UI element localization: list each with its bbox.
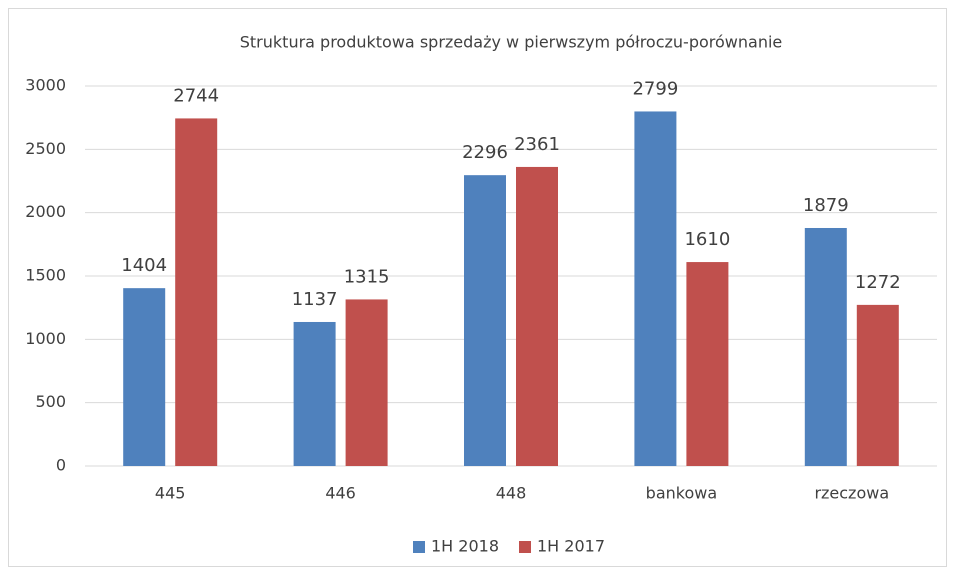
legend-label: 1H 2017 <box>537 537 605 556</box>
y-tick-label: 1000 <box>25 329 66 348</box>
data-label: 2744 <box>173 85 219 106</box>
bar <box>634 111 677 467</box>
y-tick-label: 0 <box>56 456 66 475</box>
bar <box>516 166 558 466</box>
chart-title: Struktura produktowa sprzedaży w pierwsz… <box>240 33 783 52</box>
bar <box>464 175 506 466</box>
data-label: 1610 <box>684 229 730 250</box>
data-label: 1137 <box>292 289 338 310</box>
bar <box>123 288 166 466</box>
bar <box>856 304 899 466</box>
data-label: 2361 <box>514 134 560 155</box>
x-tick-label: 448 <box>496 484 527 503</box>
bar <box>686 262 729 466</box>
x-tick-label: 445 <box>155 484 186 503</box>
x-tick-label: 446 <box>325 484 356 503</box>
bar <box>293 321 336 466</box>
data-label: 1879 <box>803 195 849 216</box>
y-tick-label: 500 <box>35 392 66 411</box>
legend-label: 1H 2018 <box>431 537 499 556</box>
bar <box>345 299 388 466</box>
y-tick-label: 1500 <box>25 266 66 285</box>
data-label: 2296 <box>462 142 508 163</box>
x-tick-label: rzeczowa <box>814 484 889 503</box>
x-tick-label: bankowa <box>646 484 717 503</box>
legend-swatch <box>413 541 425 553</box>
y-tick-label: 3000 <box>25 76 66 95</box>
data-label: 1315 <box>344 266 390 287</box>
legend-swatch <box>519 541 531 553</box>
data-label: 2799 <box>632 78 678 99</box>
y-tick-label: 2500 <box>25 139 66 158</box>
data-label: 1272 <box>855 272 901 293</box>
data-label: 1404 <box>121 255 167 276</box>
bar <box>804 227 847 466</box>
bar <box>175 118 218 466</box>
y-tick-label: 2000 <box>25 202 66 221</box>
